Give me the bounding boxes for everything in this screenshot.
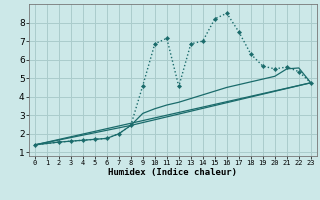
X-axis label: Humidex (Indice chaleur): Humidex (Indice chaleur) [108, 168, 237, 177]
